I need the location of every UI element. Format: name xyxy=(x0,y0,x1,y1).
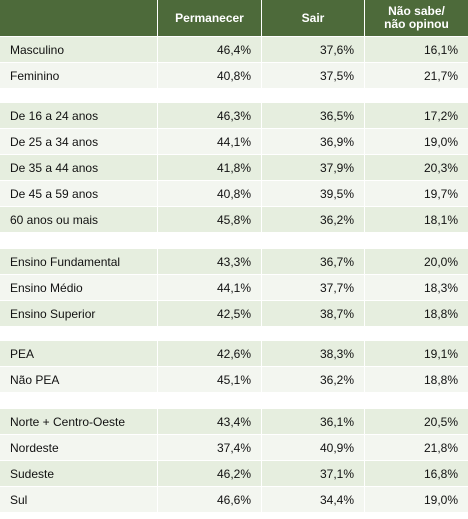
value-cell: 46,3% xyxy=(158,103,261,128)
value-cell: 36,1% xyxy=(262,409,364,434)
value-cell: 19,0% xyxy=(365,129,468,154)
value-cell: 42,5% xyxy=(158,301,261,326)
value-cell: 40,8% xyxy=(158,63,261,88)
value-cell: 34,4% xyxy=(262,487,364,512)
column-header: Não sabe/ não opinou xyxy=(365,0,468,36)
value-cell: 36,5% xyxy=(262,103,364,128)
value-cell: 37,9% xyxy=(262,155,364,180)
value-cell: 37,5% xyxy=(262,63,364,88)
value-cell: 18,8% xyxy=(365,367,468,392)
header-corner xyxy=(0,0,157,36)
value-cell: 37,6% xyxy=(262,37,364,62)
value-cell: 17,2% xyxy=(365,103,468,128)
value-cell: 20,0% xyxy=(365,249,468,274)
value-cell: 44,1% xyxy=(158,129,261,154)
value-cell: 21,8% xyxy=(365,435,468,460)
row-label: De 16 a 24 anos xyxy=(0,103,157,128)
value-cell: 36,2% xyxy=(262,207,364,232)
value-cell: 36,7% xyxy=(262,249,364,274)
value-cell: 43,4% xyxy=(158,409,261,434)
value-cell: 38,7% xyxy=(262,301,364,326)
row-label: Nordeste xyxy=(0,435,157,460)
value-cell: 18,1% xyxy=(365,207,468,232)
value-cell: 42,6% xyxy=(158,341,261,366)
row-label: Sul xyxy=(0,487,157,512)
value-cell: 39,5% xyxy=(262,181,364,206)
value-cell: 16,1% xyxy=(365,37,468,62)
value-cell: 45,8% xyxy=(158,207,261,232)
column-header: Sair xyxy=(262,0,364,36)
value-cell: 19,0% xyxy=(365,487,468,512)
value-cell: 37,7% xyxy=(262,275,364,300)
row-label: PEA xyxy=(0,341,157,366)
value-cell: 20,5% xyxy=(365,409,468,434)
value-cell: 38,3% xyxy=(262,341,364,366)
row-label: Sudeste xyxy=(0,461,157,486)
value-cell: 45,1% xyxy=(158,367,261,392)
value-cell: 44,1% xyxy=(158,275,261,300)
column-header: Permanecer xyxy=(158,0,261,36)
row-label: Feminino xyxy=(0,63,157,88)
value-cell: 19,7% xyxy=(365,181,468,206)
value-cell: 40,9% xyxy=(262,435,364,460)
value-cell: 46,6% xyxy=(158,487,261,512)
row-label: Ensino Fundamental xyxy=(0,249,157,274)
value-cell: 40,8% xyxy=(158,181,261,206)
row-label: Não PEA xyxy=(0,367,157,392)
value-cell: 21,7% xyxy=(365,63,468,88)
value-cell: 37,4% xyxy=(158,435,261,460)
row-label: Masculino xyxy=(0,37,157,62)
value-cell: 46,4% xyxy=(158,37,261,62)
row-label: De 45 a 59 anos xyxy=(0,181,157,206)
value-cell: 20,3% xyxy=(365,155,468,180)
row-label: Ensino Superior xyxy=(0,301,157,326)
value-cell: 43,3% xyxy=(158,249,261,274)
row-label: 60 anos ou mais xyxy=(0,207,157,232)
value-cell: 18,8% xyxy=(365,301,468,326)
value-cell: 46,2% xyxy=(158,461,261,486)
value-cell: 36,2% xyxy=(262,367,364,392)
row-label: Norte + Centro-Oeste xyxy=(0,409,157,434)
value-cell: 36,9% xyxy=(262,129,364,154)
row-label: De 25 a 34 anos xyxy=(0,129,157,154)
row-label: De 35 a 44 anos xyxy=(0,155,157,180)
value-cell: 18,3% xyxy=(365,275,468,300)
value-cell: 37,1% xyxy=(262,461,364,486)
value-cell: 41,8% xyxy=(158,155,261,180)
value-cell: 16,8% xyxy=(365,461,468,486)
row-label: Ensino Médio xyxy=(0,275,157,300)
value-cell: 19,1% xyxy=(365,341,468,366)
